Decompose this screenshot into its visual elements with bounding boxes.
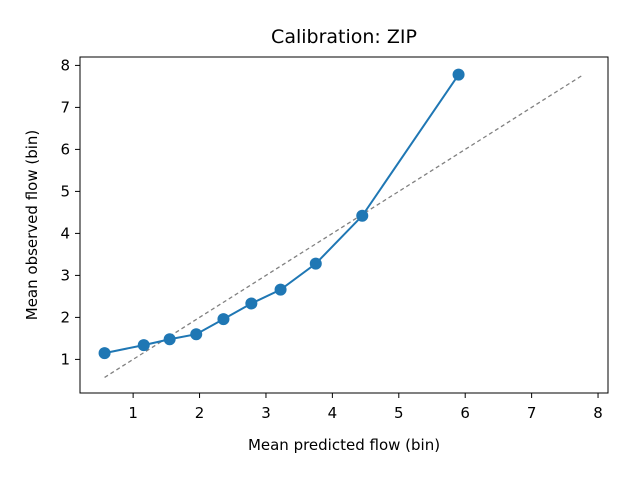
y-axis-label: Mean observed flow (bin) bbox=[23, 130, 41, 321]
x-tick-label: 5 bbox=[394, 404, 404, 422]
data-point bbox=[245, 297, 258, 310]
data-point bbox=[217, 313, 230, 326]
data-point bbox=[274, 283, 287, 296]
y-tick-label: 8 bbox=[60, 56, 70, 74]
x-axis-label: Mean predicted flow (bin) bbox=[248, 436, 440, 454]
series-line bbox=[104, 74, 460, 355]
data-point bbox=[356, 209, 369, 222]
reference-diagonal-line bbox=[104, 74, 584, 379]
data-point bbox=[190, 328, 203, 341]
x-tick-label: 1 bbox=[128, 404, 138, 422]
x-tick-label: 4 bbox=[328, 404, 338, 422]
data-point bbox=[309, 257, 322, 270]
data-point bbox=[98, 347, 111, 360]
data-point bbox=[137, 339, 150, 352]
y-tick-label: 7 bbox=[60, 98, 70, 116]
y-tick-label: 6 bbox=[60, 140, 70, 158]
x-tick-label: 7 bbox=[527, 404, 537, 422]
y-tick-label: 5 bbox=[60, 182, 70, 200]
chart-title: Calibration: ZIP bbox=[271, 26, 417, 48]
axis-ticks: 1 2 3 4 5 6 7 8 1 2 3 4 5 6 7 8 bbox=[60, 56, 602, 422]
data-point bbox=[163, 333, 176, 346]
y-tick-label: 2 bbox=[60, 308, 70, 326]
x-tick-label: 6 bbox=[460, 404, 470, 422]
y-tick-label: 1 bbox=[60, 350, 70, 368]
axes-frame bbox=[79, 56, 609, 394]
plot-area bbox=[98, 68, 584, 379]
x-tick-label: 2 bbox=[195, 404, 205, 422]
x-tick-label: 8 bbox=[593, 404, 603, 422]
data-point bbox=[452, 68, 465, 81]
y-tick-label: 3 bbox=[60, 266, 70, 284]
x-tick-label: 3 bbox=[261, 404, 271, 422]
y-tick-label: 4 bbox=[60, 224, 70, 242]
